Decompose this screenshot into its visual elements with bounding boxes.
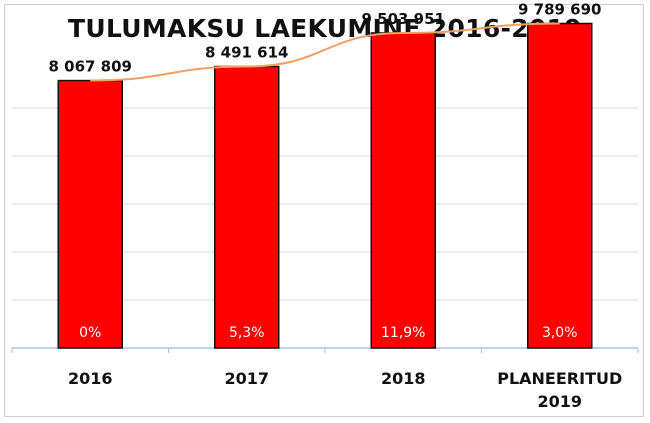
growth-label: 11,9% xyxy=(381,325,425,341)
growth-label: 3,0% xyxy=(542,325,578,341)
bar xyxy=(527,22,593,349)
category-label: PLANEERITUD xyxy=(497,369,622,388)
data-label: 9 503 951 xyxy=(361,10,445,28)
chart-title: TULUMAKSU LAEKUMINE 2016-2019 xyxy=(67,14,582,43)
growth-label: 5,3% xyxy=(229,325,265,341)
category-label: 2019 xyxy=(537,392,582,411)
category-label: 2016 xyxy=(68,369,113,388)
data-label: 8 491 614 xyxy=(205,44,289,62)
bar xyxy=(57,79,123,349)
bars xyxy=(57,22,593,349)
category-label: 2017 xyxy=(224,369,269,388)
data-labels: 8 067 809 0% 8 491 614 5,3% 9 503 951 11,9% 9 … xyxy=(48,0,601,341)
data-label: 8 067 809 xyxy=(48,58,132,76)
trend-line xyxy=(90,22,560,82)
category-label: 2018 xyxy=(381,369,426,388)
growth-label: 0% xyxy=(79,325,101,341)
trendline xyxy=(90,22,560,82)
bar xyxy=(214,65,280,349)
data-label: 9 789 690 xyxy=(518,0,602,18)
bar xyxy=(370,32,436,349)
category-labels: 2016 2017 2018 PLANEERITUD 2019 xyxy=(68,369,622,411)
